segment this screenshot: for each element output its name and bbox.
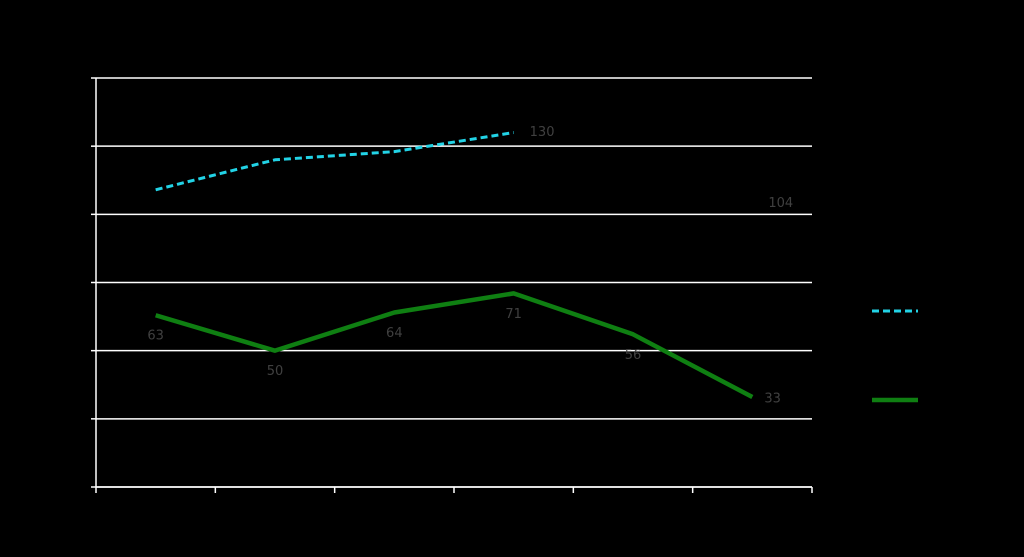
data-label: 56 bbox=[625, 348, 642, 363]
y-tick-label: 0 bbox=[78, 480, 86, 495]
y-tick-label: 25 bbox=[69, 411, 86, 426]
data-label: 50 bbox=[267, 364, 284, 379]
y-tick-label: 75 bbox=[69, 275, 86, 290]
data-label: 130 bbox=[530, 125, 555, 140]
data-label: 33 bbox=[764, 392, 781, 407]
data-label: 104 bbox=[768, 196, 793, 211]
y-tick-label: 125 bbox=[61, 139, 86, 154]
y-tick-label: 100 bbox=[61, 207, 86, 222]
y-tick-label: 150 bbox=[61, 71, 86, 86]
y-tick-label: 50 bbox=[69, 343, 86, 358]
data-label: 64 bbox=[386, 326, 403, 341]
series-line bbox=[155, 291, 754, 400]
data-label: 71 bbox=[505, 307, 522, 322]
data-label: 63 bbox=[147, 329, 164, 344]
